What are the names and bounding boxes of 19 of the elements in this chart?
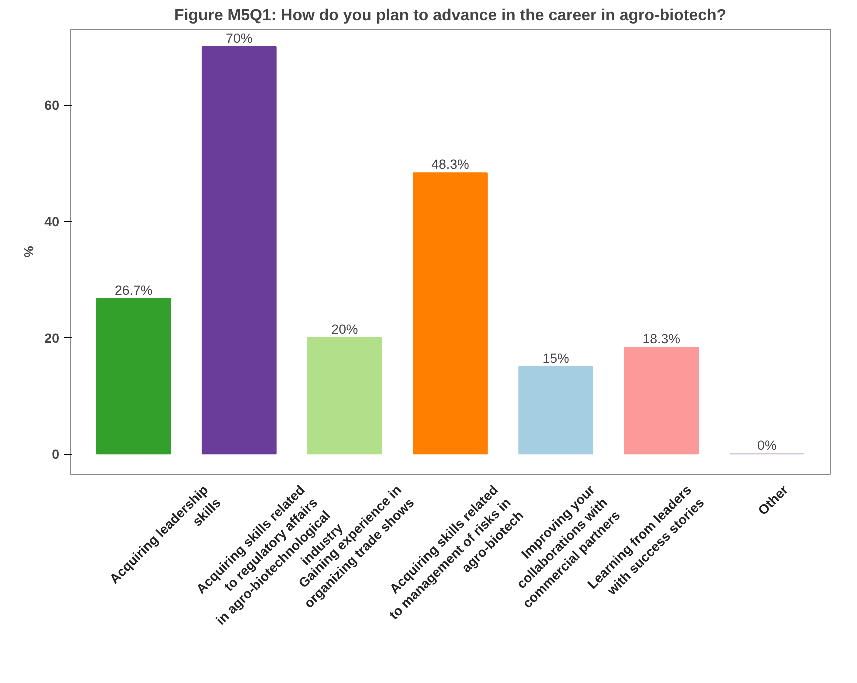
bar [202,46,277,455]
bar [624,347,700,455]
bar [518,366,594,455]
data-label: 48.3% [432,157,470,172]
data-label: 70% [226,30,253,46]
data-label: 15% [542,350,570,366]
bar [413,172,488,455]
data-label: 26.7% [114,282,153,298]
y-axis-title: % [22,246,37,258]
data-label: 18.3% [642,332,681,347]
data-label: 0% [758,438,777,454]
y-tick-label: 40 [44,214,60,230]
data-label: 20% [332,322,358,337]
y-tick-label: 0 [52,447,60,462]
y-tick-label: 60 [44,98,60,114]
y-tick-label: 20 [44,330,60,346]
chart-title: Figure M5Q1: How do you plan to advance in the career in agro-biotech? [174,8,727,24]
bar [308,337,382,455]
bar [96,298,172,455]
